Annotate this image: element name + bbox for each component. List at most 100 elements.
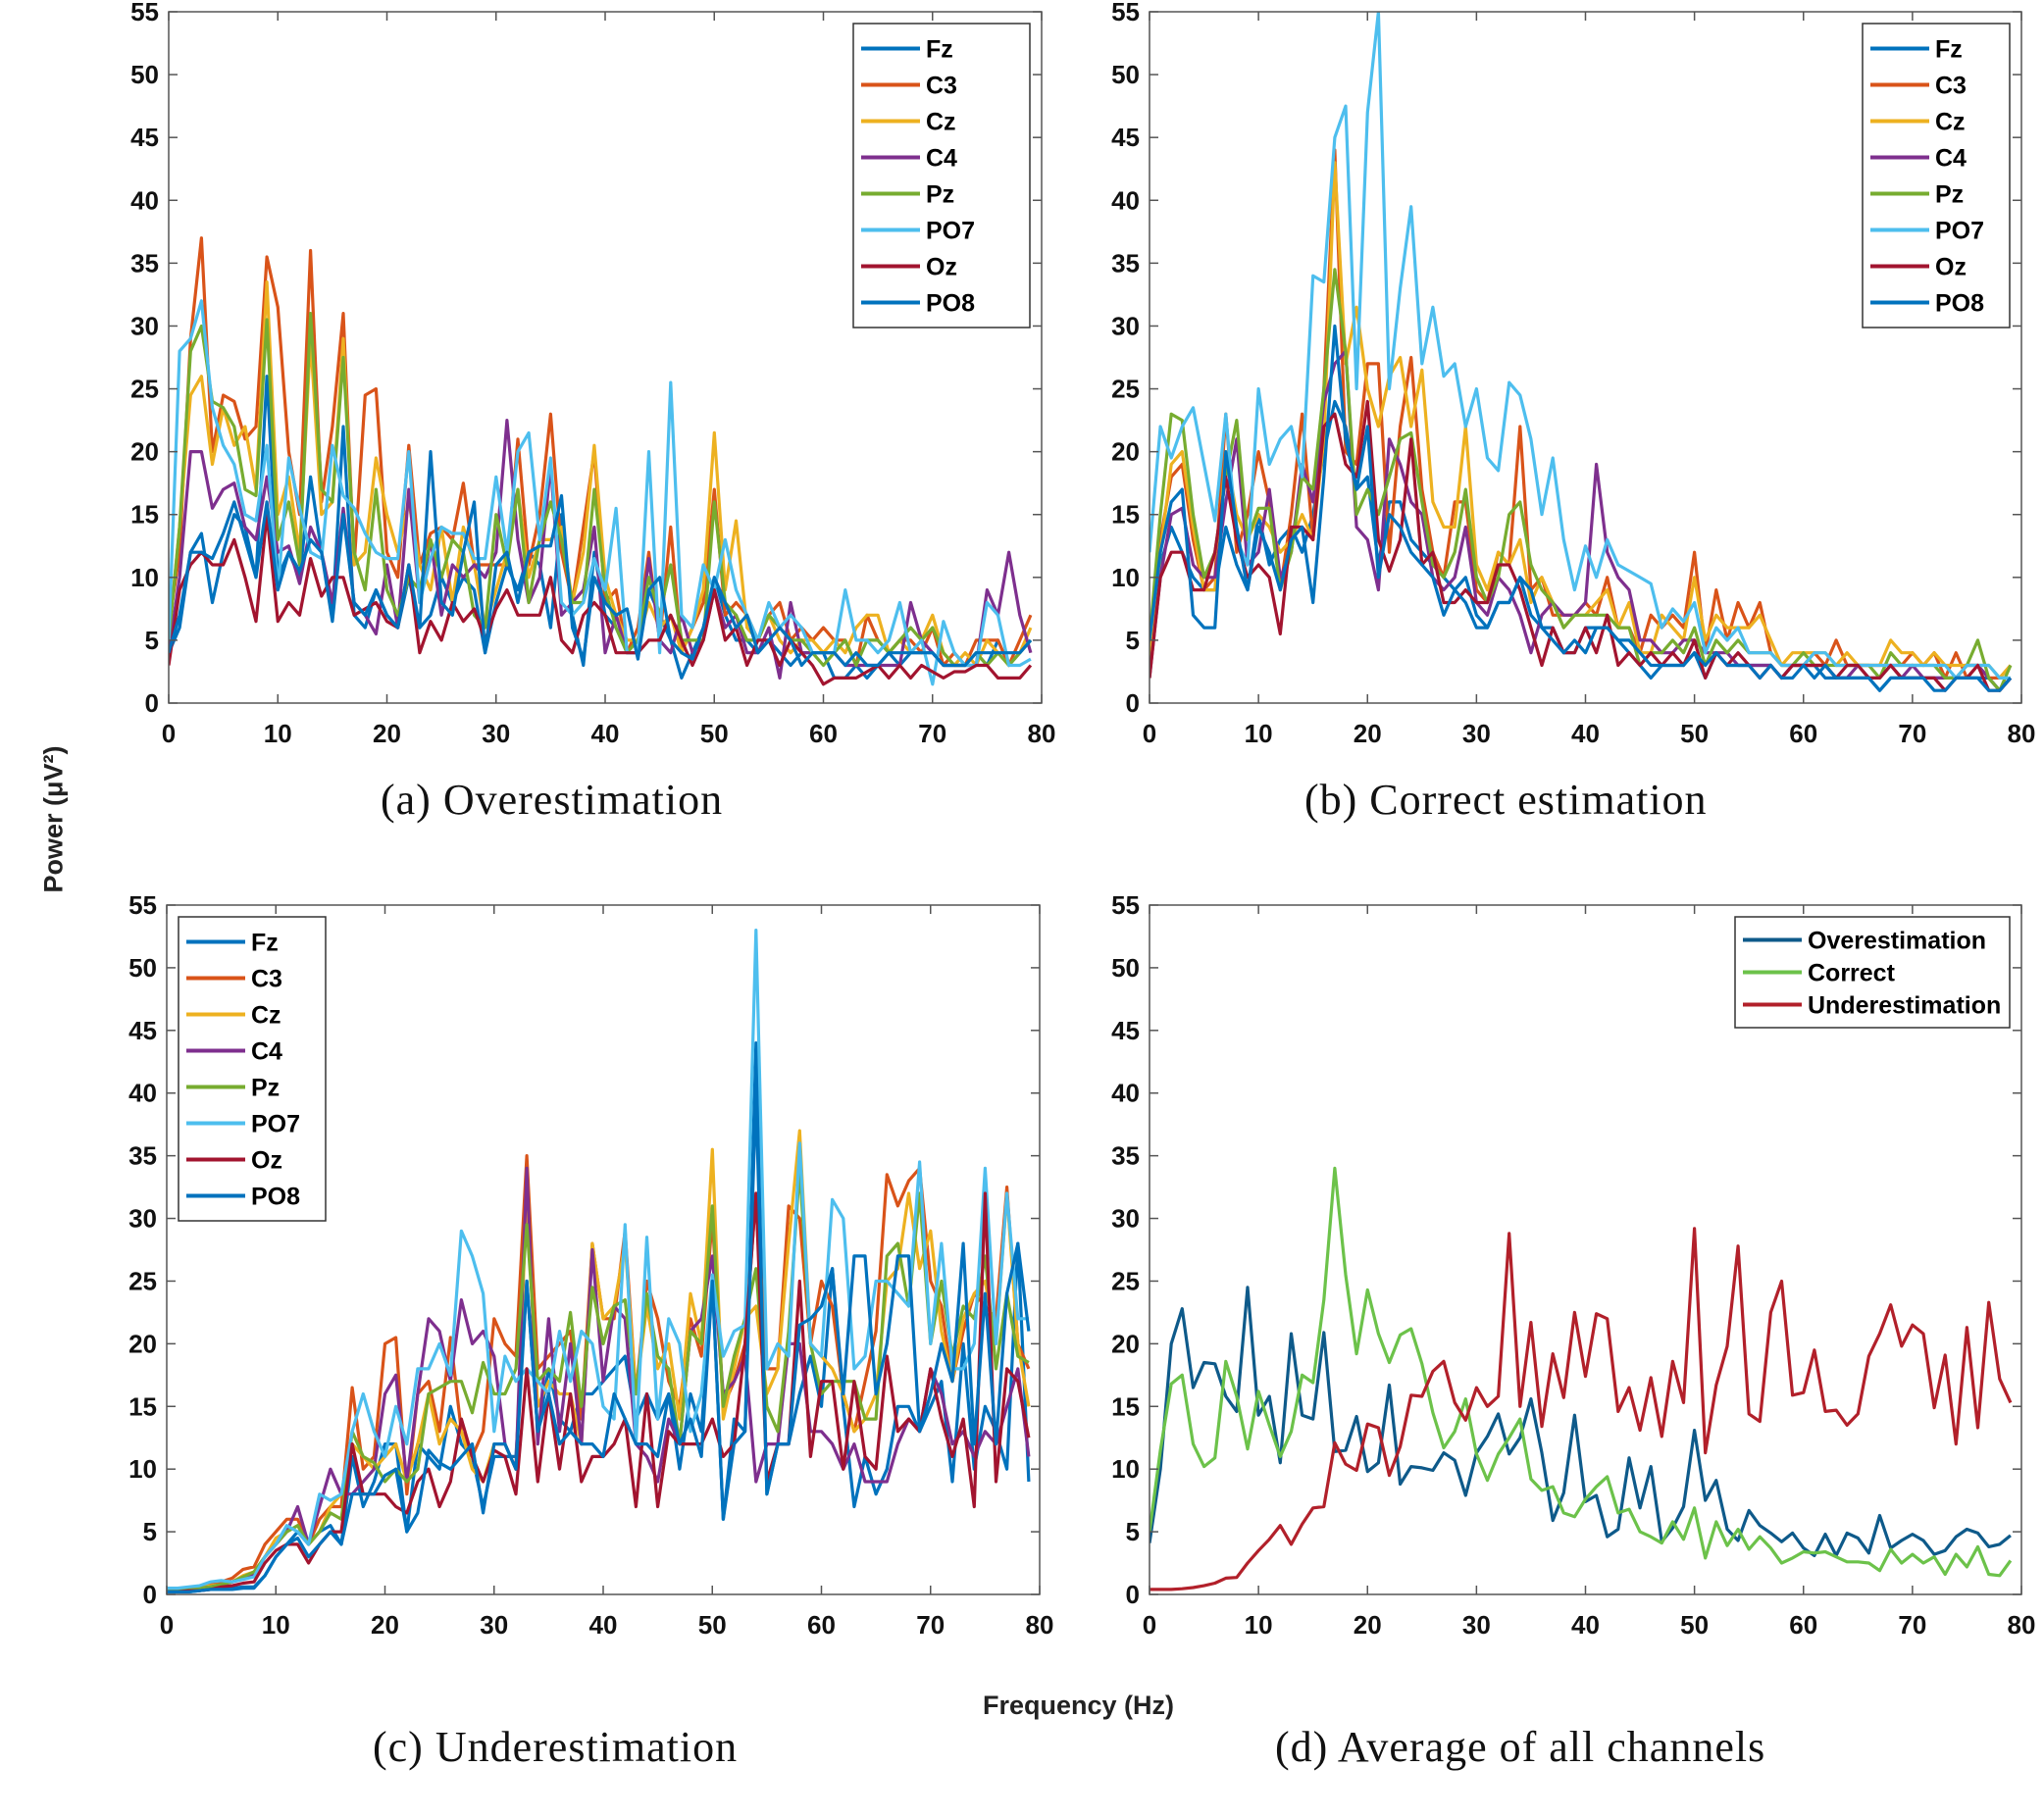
x-tick-label: 20	[371, 1610, 399, 1640]
x-tick-label: 50	[698, 1610, 727, 1640]
legend-label-fz: Fz	[251, 930, 279, 957]
legend-label-pz: Pz	[1935, 181, 1964, 209]
y-tick-label: 35	[1111, 248, 1140, 278]
y-tick-label: 35	[1111, 1141, 1140, 1171]
legend-label-underestimation: Underestimation	[1808, 992, 2001, 1020]
y-tick-label: 50	[1111, 60, 1140, 89]
x-tick-label: 60	[809, 719, 838, 748]
series-line-po7	[167, 928, 1029, 1591]
y-tick-label: 5	[1126, 1517, 1140, 1546]
x-tick-label: 50	[700, 719, 729, 748]
panel-b-caption: (b) Correct estimation	[1304, 776, 1708, 824]
panel-d-caption: (d) Average of all channels	[1275, 1723, 1766, 1771]
series-group	[1150, 1166, 2013, 1591]
y-tick-label: 40	[1111, 185, 1140, 215]
series-line-oz	[1150, 399, 2013, 692]
legend: Fz C3 Cz C4 Pz PO7 Oz PO8	[178, 916, 327, 1222]
y-tick-label: 55	[130, 0, 159, 26]
x-tick-label: 10	[264, 719, 292, 748]
x-tick-label: 80	[1028, 719, 1056, 748]
legend-label-po8: PO8	[926, 290, 975, 318]
legend-label-oz: Oz	[251, 1147, 282, 1175]
y-tick-label: 0	[145, 688, 159, 718]
legend-box	[1862, 23, 2011, 328]
series-line-correct	[1150, 1166, 2013, 1578]
x-tick-label: 0	[1143, 719, 1156, 748]
y-tick-label: 55	[1111, 0, 1140, 26]
legend-box	[1734, 916, 2011, 1029]
series-line-po8	[167, 1091, 1031, 1594]
legend-label-oz: Oz	[1935, 254, 1967, 281]
legend: Fz C3 Cz C4 Pz PO7 Oz PO8	[1862, 23, 2011, 328]
y-tick-label: 45	[1111, 123, 1140, 152]
series-line-po7	[1150, 12, 2011, 681]
legend-label-c3: C3	[926, 73, 957, 100]
legend-label-po7: PO7	[926, 218, 975, 245]
y-tick-label: 55	[128, 890, 157, 920]
legend-box	[852, 23, 1031, 328]
y-tick-label: 0	[1126, 1580, 1140, 1609]
panel-a-caption: (a) Overestimation	[381, 776, 724, 824]
y-tick-label: 45	[1111, 1016, 1140, 1045]
y-tick-label: 20	[128, 1329, 157, 1358]
legend-box	[178, 916, 327, 1222]
x-tick-label: 30	[1462, 719, 1491, 748]
x-tick-label: 50	[1680, 719, 1709, 748]
series-line-pz	[169, 312, 1033, 668]
y-tick-label: 10	[1111, 1454, 1140, 1484]
x-tick-label: 80	[2008, 719, 2036, 748]
y-tick-label: 25	[1111, 375, 1140, 404]
y-tick-label: 20	[1111, 1329, 1140, 1358]
y-tick-label: 5	[143, 1517, 157, 1546]
x-tick-label: 40	[589, 1610, 618, 1640]
y-tick-label: 15	[130, 500, 159, 530]
y-tick-label: 10	[130, 563, 159, 592]
y-tick-label: 45	[128, 1016, 157, 1045]
y-tick-label: 30	[128, 1204, 157, 1234]
x-tick-label: 10	[262, 1610, 290, 1640]
y-tick-label: 25	[130, 375, 159, 404]
panel-d: 0 10 20 30 40 50 60 70 80 0 5 10 15 20 25 30 35 40 45 50 55 O…	[1111, 890, 2035, 1640]
legend: Fz C3 Cz C4 Pz PO7 Oz PO8	[852, 23, 1031, 328]
legend-label-overestimation: Overestimation	[1808, 928, 1986, 955]
legend-label-pz: Pz	[926, 181, 954, 209]
x-tick-label: 10	[1245, 1610, 1273, 1640]
series-group	[169, 236, 1033, 686]
series-line-po8	[169, 450, 1033, 668]
legend: Overestimation Correct Underestimation	[1734, 916, 2011, 1029]
y-tick-label: 50	[128, 953, 157, 983]
panel-b: 0 10 20 30 40 50 60 70 80 0 5 10 15 20 25 30 35 40 45 50 55 F…	[1111, 0, 2035, 748]
y-tick-label: 25	[128, 1266, 157, 1295]
y-tick-label: 35	[128, 1141, 157, 1171]
y-tick-label: 15	[1111, 1391, 1140, 1421]
series-line-underestimation	[1150, 1227, 2013, 1591]
y-tick-label: 10	[128, 1454, 157, 1484]
y-tick-label: 50	[130, 60, 159, 89]
series-line-overestimation	[1150, 1286, 2012, 1558]
x-tick-label: 20	[1354, 1610, 1382, 1640]
x-tick-label: 40	[1571, 1610, 1600, 1640]
y-tick-label: 10	[1111, 563, 1140, 592]
legend-label-c4: C4	[1935, 145, 1967, 173]
x-tick-label: 60	[1789, 719, 1817, 748]
legend-label-cz: Cz	[1935, 109, 1966, 136]
x-tick-label: 70	[1898, 1610, 1926, 1640]
x-tick-label: 30	[480, 1610, 508, 1640]
y-axis-title: Power (μV²)	[38, 745, 69, 893]
legend-label-correct: Correct	[1808, 960, 1896, 987]
x-tick-label: 60	[807, 1610, 836, 1640]
y-tick-label: 5	[1126, 626, 1140, 655]
series-line-oz	[169, 513, 1033, 686]
panel-c-caption: (c) Underestimation	[373, 1723, 739, 1771]
legend-label-c4: C4	[251, 1038, 282, 1066]
x-tick-label: 20	[373, 719, 401, 748]
y-tick-label: 5	[145, 626, 159, 655]
x-tick-label: 10	[1245, 719, 1273, 748]
legend-label-oz: Oz	[926, 254, 957, 281]
x-tick-label: 30	[1462, 1610, 1491, 1640]
series-line-oz	[167, 1191, 1031, 1594]
y-tick-label: 45	[130, 123, 159, 152]
x-tick-label: 40	[591, 719, 620, 748]
series-group	[1150, 12, 2013, 692]
